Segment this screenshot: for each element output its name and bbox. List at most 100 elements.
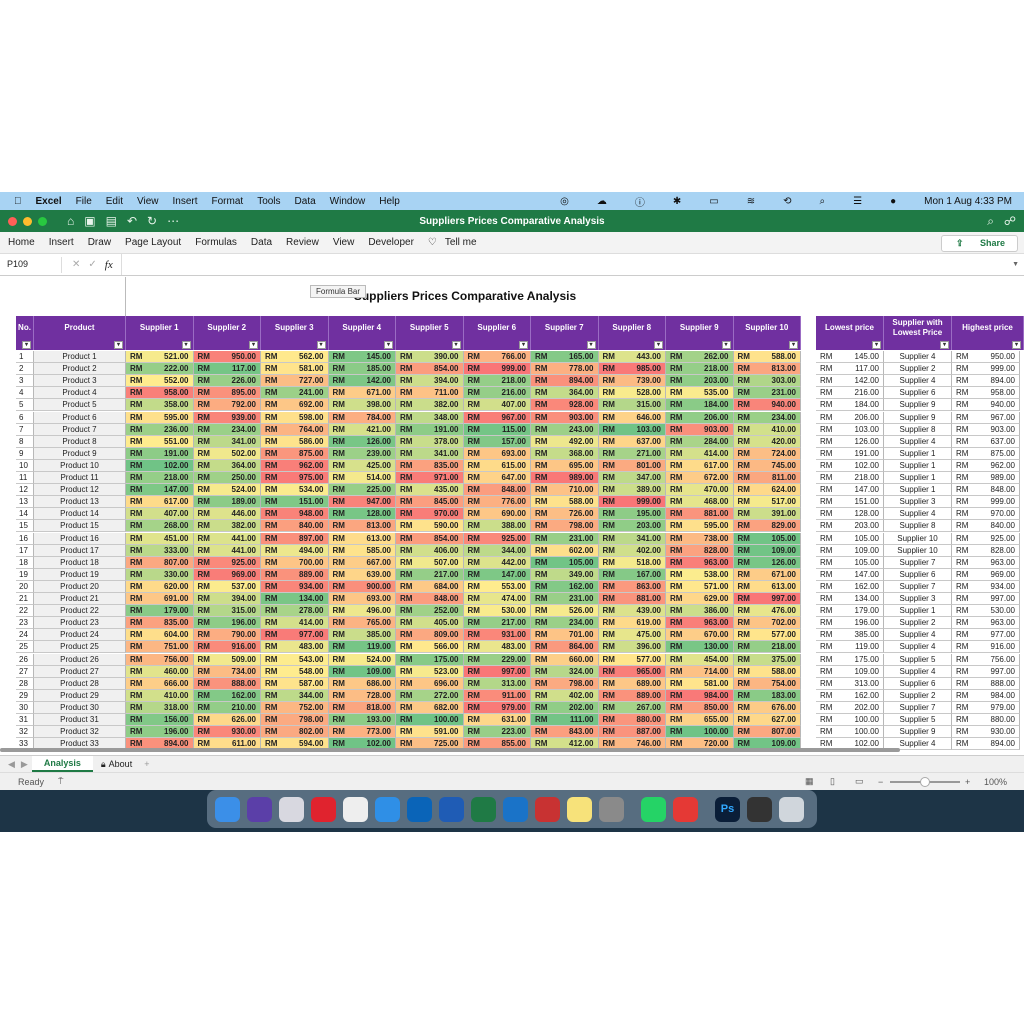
- price-cell-supplier-10[interactable]: RM 375.00: [733, 653, 801, 666]
- dock-app-outlook-icon[interactable]: [407, 796, 432, 822]
- lowest-supplier-cell[interactable]: Supplier 6: [884, 387, 952, 400]
- lowest-supplier-cell[interactable]: Supplier 8: [884, 520, 952, 533]
- price-cell-supplier-6[interactable]: RM 647.00: [463, 472, 531, 485]
- price-cell-supplier-7[interactable]: RM 864.00: [531, 641, 599, 654]
- price-cell-supplier-2[interactable]: RM 162.00: [193, 689, 261, 702]
- price-cell-supplier-4[interactable]: RM 514.00: [328, 472, 396, 485]
- product-cell[interactable]: Product 27: [34, 665, 126, 678]
- product-cell[interactable]: Product 1: [34, 351, 126, 364]
- lowest-supplier-cell[interactable]: Supplier 4: [884, 629, 952, 642]
- zoom-level[interactable]: 100%: [984, 776, 1008, 787]
- price-cell-supplier-2[interactable]: RM 888.00: [193, 677, 261, 690]
- price-cell-supplier-8[interactable]: RM 167.00: [598, 568, 666, 581]
- price-cell-supplier-3[interactable]: RM 562.00: [261, 351, 329, 364]
- price-cell-supplier-10[interactable]: RM 476.00: [733, 605, 801, 618]
- lowest-supplier-cell[interactable]: Supplier 4: [884, 665, 952, 678]
- price-cell-supplier-8[interactable]: RM 619.00: [598, 617, 666, 630]
- price-cell-supplier-4[interactable]: RM 639.00: [328, 568, 396, 581]
- price-cell-supplier-5[interactable]: RM 100.00: [396, 714, 464, 727]
- price-cell-supplier-4[interactable]: RM 524.00: [328, 653, 396, 666]
- price-cell-supplier-10[interactable]: RM 829.00: [733, 520, 801, 533]
- product-cell[interactable]: Product 15: [34, 520, 126, 533]
- highest-price-cell[interactable]: RM 828.00: [952, 544, 1020, 557]
- price-cell-supplier-6[interactable]: RM 766.00: [463, 351, 531, 364]
- price-cell-supplier-9[interactable]: RM 218.00: [666, 363, 734, 376]
- lowest-price-cell[interactable]: RM 103.00: [816, 423, 884, 436]
- price-cell-supplier-9[interactable]: RM 655.00: [666, 714, 734, 727]
- prev-sheet-icon[interactable]: ◀: [8, 758, 15, 769]
- price-cell-supplier-2[interactable]: RM 341.00: [193, 435, 261, 448]
- price-cell-supplier-2[interactable]: RM 626.00: [193, 714, 261, 727]
- highest-price-cell[interactable]: RM 875.00: [952, 447, 1020, 460]
- price-cell-supplier-10[interactable]: RM 391.00: [733, 508, 801, 521]
- tab-data[interactable]: Data: [250, 237, 273, 248]
- clock[interactable]: Mon 1 Aug 4:33 PM: [924, 195, 1012, 207]
- lowest-supplier-cell[interactable]: Supplier 4: [884, 738, 952, 751]
- product-cell[interactable]: Product 2: [34, 363, 126, 376]
- price-cell-supplier-6[interactable]: RM 693.00: [463, 447, 531, 460]
- lowest-supplier-cell[interactable]: Supplier 3: [884, 496, 952, 509]
- collaborate-icon[interactable]: ☍: [1003, 214, 1016, 228]
- highest-price-cell[interactable]: RM 997.00: [952, 593, 1020, 606]
- control-center-icon[interactable]: ☰: [853, 195, 863, 207]
- dock-app-files-icon[interactable]: [343, 796, 368, 822]
- price-cell-supplier-7[interactable]: RM 105.00: [531, 556, 599, 569]
- price-cell-supplier-4[interactable]: RM 496.00: [328, 605, 396, 618]
- close-window-button[interactable]: [8, 216, 17, 226]
- highest-price-cell[interactable]: RM 967.00: [952, 411, 1020, 424]
- price-cell-supplier-2[interactable]: RM 925.00: [193, 556, 261, 569]
- price-cell-supplier-8[interactable]: RM 863.00: [598, 580, 666, 593]
- expand-formula-icon[interactable]: ▼: [1012, 261, 1019, 268]
- price-cell-supplier-8[interactable]: RM 271.00: [598, 447, 666, 460]
- dock-app-calendar-icon[interactable]: [747, 796, 772, 822]
- highest-price-cell[interactable]: RM 989.00: [952, 472, 1020, 485]
- price-cell-supplier-5[interactable]: RM 191.00: [396, 423, 464, 436]
- product-cell[interactable]: Product 9: [34, 447, 126, 460]
- zoom-slider[interactable]: [890, 777, 960, 787]
- lowest-supplier-cell[interactable]: Supplier 4: [884, 508, 952, 521]
- price-cell-supplier-1[interactable]: RM 756.00: [126, 653, 194, 666]
- bluetooth-icon[interactable]: ✱: [672, 195, 682, 207]
- price-cell-supplier-6[interactable]: RM 931.00: [463, 629, 531, 642]
- save-as-icon[interactable]: ▤: [105, 214, 117, 228]
- price-cell-supplier-10[interactable]: RM 109.00: [733, 544, 801, 557]
- product-cell[interactable]: Product 19: [34, 568, 126, 581]
- lowest-supplier-cell[interactable]: Supplier 2: [884, 363, 952, 376]
- price-cell-supplier-5[interactable]: RM 970.00: [396, 508, 464, 521]
- lowest-supplier-cell[interactable]: Supplier 7: [884, 701, 952, 714]
- menu-app-name[interactable]: Excel: [28, 195, 62, 207]
- dock-app-system-preferences-icon[interactable]: [599, 796, 624, 822]
- price-cell-supplier-1[interactable]: RM 595.00: [126, 411, 194, 424]
- product-cell[interactable]: Product 22: [34, 605, 126, 618]
- save-icon[interactable]: ▣: [84, 214, 96, 228]
- highest-price-cell[interactable]: RM 999.00: [952, 363, 1020, 376]
- price-cell-supplier-3[interactable]: RM 962.00: [261, 459, 329, 472]
- price-cell-supplier-10[interactable]: RM 517.00: [733, 496, 801, 509]
- home-icon[interactable]: ⌂: [67, 214, 75, 228]
- highest-price-cell[interactable]: RM 970.00: [952, 508, 1020, 521]
- lowest-price-cell[interactable]: RM 184.00: [816, 399, 884, 412]
- price-cell-supplier-3[interactable]: RM 134.00: [261, 593, 329, 606]
- menu-file[interactable]: File: [68, 195, 92, 207]
- lowest-price-cell[interactable]: RM 175.00: [816, 653, 884, 666]
- price-cell-supplier-2[interactable]: RM 382.00: [193, 520, 261, 533]
- price-cell-supplier-10[interactable]: RM 234.00: [733, 411, 801, 424]
- price-cell-supplier-2[interactable]: RM 394.00: [193, 593, 261, 606]
- highest-price-cell[interactable]: RM 977.00: [952, 629, 1020, 642]
- dock-app-whatsapp-icon[interactable]: [641, 796, 666, 822]
- price-cell-supplier-1[interactable]: RM 222.00: [126, 363, 194, 376]
- price-cell-supplier-4[interactable]: RM 126.00: [328, 435, 396, 448]
- price-cell-supplier-9[interactable]: RM 468.00: [666, 496, 734, 509]
- price-cell-supplier-3[interactable]: RM 889.00: [261, 568, 329, 581]
- price-cell-supplier-8[interactable]: RM 518.00: [598, 556, 666, 569]
- price-cell-supplier-4[interactable]: RM 421.00: [328, 423, 396, 436]
- price-cell-supplier-3[interactable]: RM 241.00: [261, 387, 329, 400]
- price-cell-supplier-8[interactable]: RM 195.00: [598, 508, 666, 521]
- price-cell-supplier-9[interactable]: RM 714.00: [666, 665, 734, 678]
- price-cell-supplier-10[interactable]: RM 420.00: [733, 435, 801, 448]
- price-cell-supplier-1[interactable]: RM 604.00: [126, 629, 194, 642]
- price-cell-supplier-6[interactable]: RM 967.00: [463, 411, 531, 424]
- price-cell-supplier-1[interactable]: RM 552.00: [126, 375, 194, 388]
- highest-price-cell[interactable]: RM 637.00: [952, 435, 1020, 448]
- price-cell-supplier-1[interactable]: RM 807.00: [126, 556, 194, 569]
